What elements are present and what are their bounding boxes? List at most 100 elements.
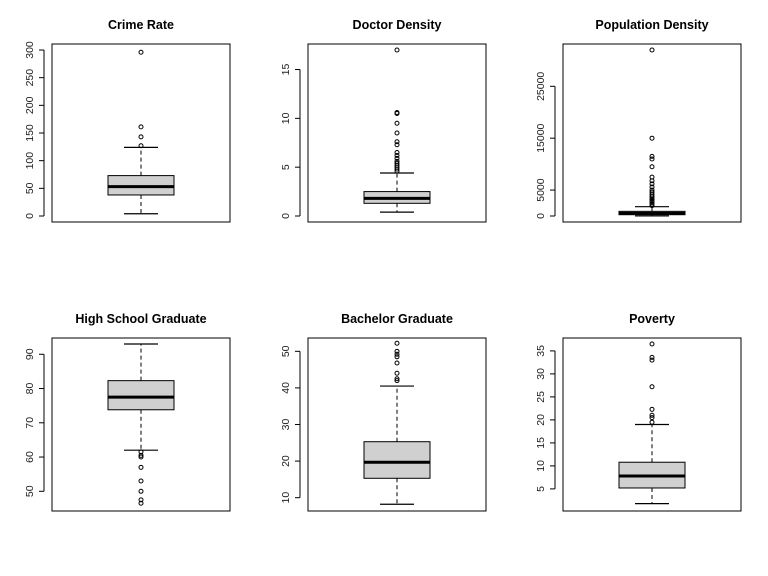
chart-title: Doctor Density (353, 18, 442, 32)
outlier-point (138, 449, 144, 455)
plot-frame (307, 43, 487, 223)
outlier-point (138, 497, 144, 503)
y-tick-label: 30 (280, 419, 292, 431)
outlier-point (138, 143, 144, 149)
outlier-point (138, 49, 144, 55)
plot-frame (562, 43, 742, 223)
outlier-point (394, 351, 400, 357)
y-tick-label: 20 (535, 414, 547, 426)
plot-frame (51, 43, 231, 223)
y-tick-label: 0 (24, 213, 36, 219)
boxplot-panel-1: Crime Rate 0 50 100 150 200 250 300 (24, 18, 231, 223)
outlier-point (394, 120, 400, 126)
boxplot-panel-3: Population Density 0 5000 15000 25000 (535, 18, 742, 223)
chart-title: Crime Rate (108, 18, 174, 32)
outlier-point (394, 152, 400, 158)
y-tick-label: 50 (24, 182, 36, 194)
iqr-box (107, 380, 175, 411)
boxplot-panel-4: High School Graduate 50 60 70 80 90 (24, 312, 231, 512)
outlier-point (138, 500, 144, 506)
chart-title: High School Graduate (75, 312, 206, 326)
outlier-point (649, 181, 655, 187)
outlier-point (138, 454, 144, 460)
outlier-point (394, 360, 400, 366)
y-tick-label: 35 (535, 345, 547, 357)
outlier-point (649, 135, 655, 141)
outlier-point (394, 130, 400, 136)
outlier-point (649, 189, 655, 195)
outlier-point (649, 153, 655, 159)
outlier-point (138, 134, 144, 140)
outlier-point (649, 203, 655, 209)
y-tick-label: 50 (280, 345, 292, 357)
outlier-point (394, 376, 400, 382)
outlier-point (649, 164, 655, 170)
outlier-point (649, 200, 655, 206)
outlier-point (649, 187, 655, 193)
outlier-point (394, 150, 400, 156)
y-tick-label: 150 (24, 124, 36, 142)
outlier-point (649, 47, 655, 53)
outlier-point (394, 109, 400, 115)
outlier-point (138, 452, 144, 458)
outlier-point (649, 412, 655, 418)
y-tick-label: 5000 (535, 178, 547, 202)
outlier-point (138, 464, 144, 470)
iqr-box (363, 441, 431, 479)
outlier-point (394, 139, 400, 145)
y-tick-label: 300 (24, 41, 36, 59)
outlier-point (649, 415, 655, 421)
outlier-point (649, 196, 655, 202)
y-tick-label: 15 (280, 64, 292, 76)
outlier-point (649, 384, 655, 390)
chart-title: Bachelor Graduate (341, 312, 453, 326)
outlier-point (649, 174, 655, 180)
y-tick-label: 5 (535, 486, 547, 492)
y-tick-label: 60 (24, 451, 36, 463)
y-tick-label: 30 (535, 368, 547, 380)
y-tick-label: 50 (24, 485, 36, 497)
y-tick-label: 250 (24, 69, 36, 87)
y-tick-label: 70 (24, 417, 36, 429)
outlier-point (138, 124, 144, 130)
y-tick-label: 10 (535, 460, 547, 472)
outlier-point (649, 341, 655, 347)
outlier-point (649, 419, 655, 425)
y-tick-label: 100 (24, 152, 36, 170)
boxplot-panel-6: Poverty 5 10 15 20 25 30 35 (535, 312, 742, 512)
y-tick-label: 10 (280, 112, 292, 124)
outlier-point (649, 198, 655, 204)
y-tick-label: 20 (280, 455, 292, 467)
y-tick-label: 90 (24, 348, 36, 360)
y-tick-label: 25000 (535, 72, 547, 101)
outlier-point (649, 156, 655, 162)
plot-frame (562, 337, 742, 512)
chart-title: Poverty (629, 312, 675, 326)
outlier-point (394, 142, 400, 148)
outlier-point (394, 158, 400, 164)
plot-frame (307, 337, 487, 512)
boxplot-panel-5: Bachelor Graduate 10 20 30 40 50 (280, 312, 487, 512)
outlier-point (394, 378, 400, 384)
y-tick-label: 0 (280, 213, 292, 219)
y-tick-label: 15 (535, 437, 547, 449)
y-tick-label: 5 (280, 164, 292, 170)
y-tick-label: 40 (280, 382, 292, 394)
outlier-point (394, 370, 400, 376)
y-tick-label: 80 (24, 383, 36, 395)
outlier-point (394, 160, 400, 166)
outlier-point (394, 340, 400, 346)
outlier-point (649, 357, 655, 363)
outlier-point (394, 155, 400, 161)
outlier-point (138, 488, 144, 494)
outlier-point (138, 478, 144, 484)
outlier-point (394, 354, 400, 360)
y-tick-label: 25 (535, 391, 547, 403)
plot-frame (51, 337, 231, 512)
y-tick-label: 0 (535, 213, 547, 219)
outlier-point (649, 201, 655, 207)
y-tick-label: 15000 (535, 123, 547, 152)
outlier-point (394, 47, 400, 53)
outlier-point (649, 354, 655, 360)
